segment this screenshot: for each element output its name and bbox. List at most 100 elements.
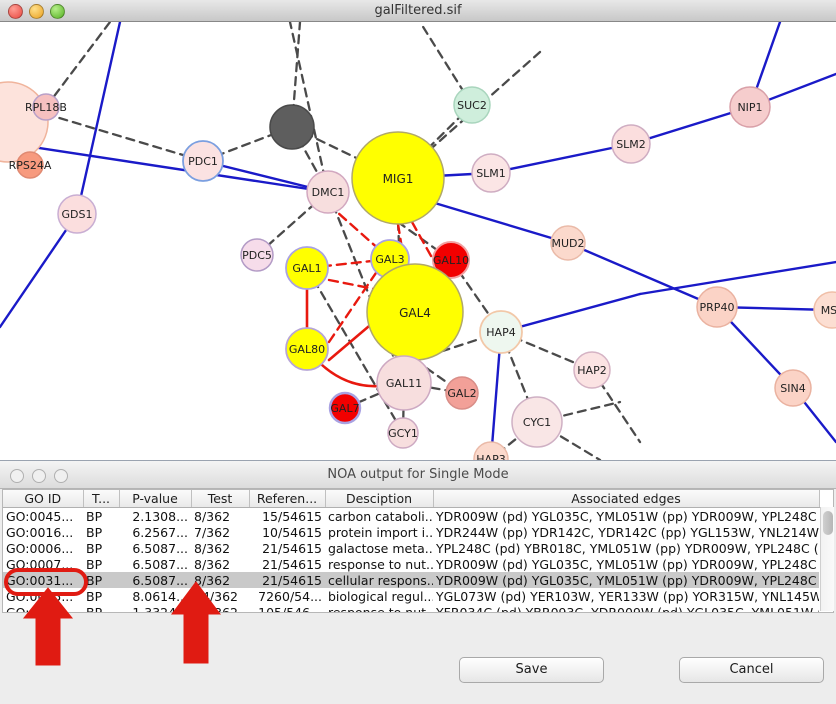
network-node: SLM2 [611,124,651,164]
column-header-associated-edges[interactable]: Associated edges [433,490,820,508]
network-node: PRP40 [696,286,738,328]
svg-text:GDS1: GDS1 [62,208,93,221]
svg-text:GAL7: GAL7 [330,402,359,415]
cell-p_value: 1.3324... [132,604,188,613]
network-node: GDS1 [57,194,97,234]
cell-p_value: 6.2567... [132,524,188,540]
save-button[interactable]: Save [459,657,604,683]
svg-text:MUD2: MUD2 [551,237,584,250]
minimize-button[interactable] [29,4,44,19]
network-node [269,104,315,150]
svg-text:GCY1: GCY1 [388,427,418,440]
cell-reference: 105/546... [258,604,322,613]
table-row[interactable]: GO:0016... BP 6.2567... 7/362 10/54615 protei… [3,524,819,540]
cell-test: 94/362 [194,588,238,604]
network-node: PDC1 [182,140,224,182]
svg-text:RPL18B: RPL18B [25,101,67,114]
dialog-button-row: Save Cancel [0,657,836,691]
svg-text:SIN4: SIN4 [780,382,805,395]
network-node: GAL7 [328,391,362,425]
cell-test: 8/362 [194,508,231,524]
scrollbar-thumb[interactable] [823,511,833,535]
close-button[interactable] [10,469,24,483]
table-vertical-scrollbar[interactable] [820,507,834,611]
column-header-go-id[interactable]: GO ID [3,490,84,508]
maximize-button[interactable] [50,4,65,19]
network-node: PDC5 [240,238,274,272]
column-header-description[interactable]: Desciption [325,490,434,508]
cell-p_value: 8.0614... [132,588,188,604]
svg-text:SLM1: SLM1 [476,167,506,180]
cell-reference: 21/54615 [262,556,322,572]
svg-text:MSL: MSL [821,304,836,317]
cell-reference: 10/54615 [262,524,322,540]
table-row[interactable]: GO:0007... BP 6.5087... 8/362 21/54615 respon… [3,556,819,572]
table-row[interactable]: GO:0031... BP 6.5087... 8/362 21/54615 cellul… [3,572,819,588]
svg-text:PDC5: PDC5 [242,249,272,262]
cell-type: BP [86,540,103,556]
cell-p_value: 6.5087... [119,572,191,588]
table-body: GO:0045... BP 2.1308... 8/362 15/54615 carbon… [3,508,819,613]
network-node: GAL4 [366,263,464,361]
cell-test: 8/362 [194,556,231,572]
network-node: MUD2 [550,225,586,261]
cell-go_id: GO:0031... [3,572,83,588]
network-node: GAL80 [285,327,329,371]
cell-reference: 21/54615 [262,540,322,556]
cell-p_value: 6.5087... [132,556,188,572]
cell-description: galactose meta... [328,540,433,556]
cancel-button[interactable]: Cancel [679,657,824,683]
network-node [0,81,49,163]
table-header-row: GO ID T... P-value Test Referen... Desci… [3,490,820,508]
column-header-test[interactable]: Test [191,490,250,508]
window-controls[interactable] [8,4,65,19]
window-title: galFiltered.sif [374,3,462,18]
svg-text:MIG1: MIG1 [383,172,414,186]
cell-p_value: 6.5087... [132,540,188,556]
cell-type: BP [86,524,103,540]
cell-edges: YFR034C (pd) YBR093C, YDR009W (pd) YGL03… [436,604,819,613]
svg-text:GAL10: GAL10 [433,254,469,267]
cell-description: cellular respons... [325,572,433,588]
cell-go_id: GO:0007... [6,556,74,572]
cell-p_value: 2.1308... [132,508,188,524]
cell-reference: 21/54615 [249,572,325,588]
maximize-button[interactable] [54,469,68,483]
go-results-table-container[interactable]: GO ID T... P-value Test Referen... Desci… [2,489,834,613]
network-node: NIP1 [729,86,771,128]
cell-edges: YPL248C (pd) YBR018C, YML051W (pp) YDR00… [436,540,819,556]
svg-text:SUC2: SUC2 [457,99,487,112]
svg-text:HAP2: HAP2 [577,364,606,377]
column-header-type[interactable]: T... [83,490,120,508]
cell-go_id: GO:0065... [6,588,74,604]
column-header-reference[interactable]: Referen... [249,490,326,508]
noa-output-window: NOA output for Single Mode GO ID T... P-… [0,460,836,704]
main-title-bar: galFiltered.sif [0,0,836,22]
cell-reference: 7260/54... [258,588,322,604]
network-graph: RPL18B RPS24A GDS1 PDC1 PDC5 DMC1 SUC2 M… [0,22,836,460]
svg-text:GAL4: GAL4 [399,306,431,320]
cell-edges: YDR009W (pd) YGL035C, YML051W (pp) YDR00… [436,508,819,524]
svg-text:GAL3: GAL3 [375,253,404,266]
table-row[interactable]: GO:0065... BP 8.0614... 94/362 7260/54... bio… [3,588,819,604]
cell-description: response to nut... [328,556,433,572]
network-node: GCY1 [387,417,419,449]
table-row[interactable]: GO:0006... BP 6.5087... 8/362 21/54615 galact… [3,540,819,556]
sub-window-controls[interactable] [10,469,68,483]
network-canvas[interactable]: RPL18B RPS24A GDS1 PDC1 PDC5 DMC1 SUC2 M… [0,22,836,460]
minimize-button[interactable] [32,469,46,483]
network-node: MSL [813,291,836,329]
cell-type: BP [86,588,103,604]
table-row[interactable]: GO:0031... BP 1.3324... 11/362 105/546... res… [3,604,819,613]
network-node: HAP4 [479,310,523,354]
network-node: GAL2 [445,376,479,410]
cell-test: 7/362 [194,524,231,540]
network-node: HAP3 [473,441,509,460]
svg-text:GAL1: GAL1 [292,262,321,275]
column-header-p-value[interactable]: P-value [119,490,192,508]
table-row[interactable]: GO:0045... BP 2.1308... 8/362 15/54615 carbon… [3,508,819,525]
cell-go_id: GO:0006... [6,540,74,556]
network-node: GAL10 [432,241,470,279]
close-button[interactable] [8,4,23,19]
